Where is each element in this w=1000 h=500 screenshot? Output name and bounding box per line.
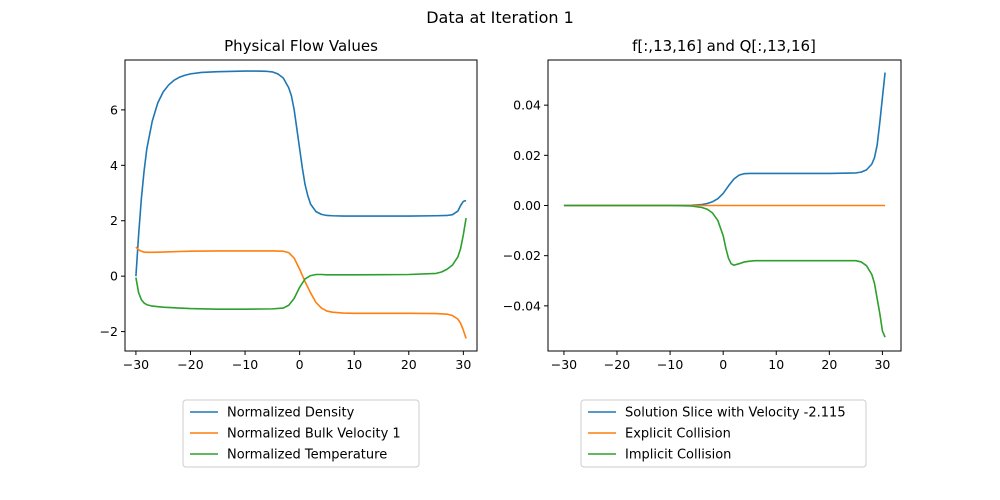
- right-xtick-label: 20: [821, 357, 837, 372]
- left-xtick-label: 20: [401, 357, 417, 372]
- right-legend-box: [580, 399, 867, 468]
- figure-suptitle: Data at Iteration 1: [426, 8, 574, 27]
- right-series-line-3: [563, 204, 886, 338]
- right-ytick-label: 0.02: [513, 148, 541, 163]
- right-xtick-label: 30: [874, 357, 890, 372]
- left-xtick-label: −30: [123, 357, 149, 372]
- right-xtick-label: −10: [657, 357, 683, 372]
- left-ytick-label: −2: [100, 324, 118, 339]
- right-ytick-label: 0.04: [513, 98, 541, 113]
- right-xtick-label: 10: [768, 357, 784, 372]
- right-ytick-label: 0.00: [513, 198, 541, 213]
- right-legend-label-2: Explicit Collision: [625, 427, 731, 442]
- left-ytick-label: 2: [110, 213, 118, 228]
- left-legend: Normalized Density Normalized Bulk Veloci…: [182, 399, 420, 468]
- right-plot: f[:,13,16] and Q[:,13,16] −30 −20 −10 0 10 20…: [503, 37, 902, 372]
- left-series-line-2: [135, 246, 467, 339]
- left-xtick-label: 30: [455, 357, 471, 372]
- left-ytick-label: 4: [110, 158, 118, 173]
- left-series-line-3: [135, 217, 467, 310]
- right-xtick-label: −20: [604, 357, 630, 372]
- left-plot-frame: [124, 59, 478, 352]
- left-legend-label-1: Normalized Density: [227, 406, 355, 421]
- right-legend-label-1: Solution Slice with Velocity -2.115: [625, 406, 846, 421]
- left-plot: Physical Flow Values −30 −20 −10 0 10 20 30−20…: [100, 37, 478, 372]
- left-xtick-label: −20: [177, 357, 203, 372]
- right-xtick-label: 0: [719, 357, 727, 372]
- left-ytick-label: 6: [110, 102, 118, 117]
- right-plot-title: f[:,13,16] and Q[:,13,16]: [632, 37, 816, 55]
- left-legend-label-3: Normalized Temperature: [227, 448, 387, 463]
- right-legend: Solution Slice with Velocity -2.115 Expli…: [580, 399, 867, 468]
- left-xtick-label: 10: [346, 357, 362, 372]
- left-series-line-1: [135, 70, 467, 277]
- left-ytick-label: 0: [110, 269, 118, 284]
- left-xtick-label: −10: [232, 357, 258, 372]
- right-series-line-1: [563, 72, 886, 207]
- left-legend-box: [182, 399, 420, 468]
- right-ytick-label: −0.04: [503, 298, 541, 313]
- right-xtick-label: −30: [551, 357, 577, 372]
- left-legend-label-2: Normalized Bulk Velocity 1: [227, 427, 401, 442]
- left-plot-title: Physical Flow Values: [224, 37, 378, 55]
- right-ytick-label: −0.02: [503, 248, 541, 263]
- right-legend-label-3: Implicit Collision: [625, 448, 731, 463]
- left-xtick-label: 0: [296, 357, 304, 372]
